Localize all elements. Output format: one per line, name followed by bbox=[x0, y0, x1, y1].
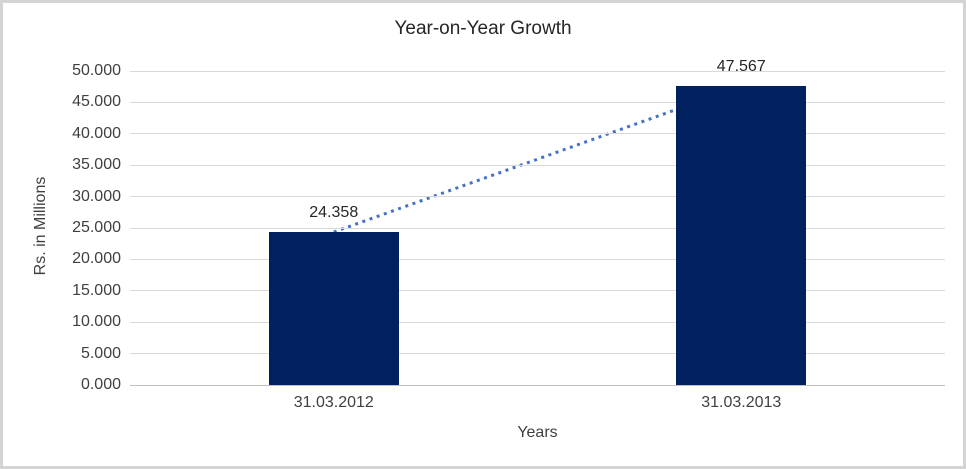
trendline bbox=[333, 84, 742, 234]
chart-title: Year-on-Year Growth bbox=[394, 18, 572, 39]
gridline bbox=[130, 101, 945, 103]
gridline bbox=[130, 353, 945, 355]
x-axis-line bbox=[130, 384, 945, 386]
y-tick-label: 35.000 bbox=[72, 156, 121, 174]
y-tick-label: 5.000 bbox=[80, 344, 121, 362]
bar-31.03.2013 bbox=[676, 86, 807, 385]
y-tick-label: 0.000 bbox=[80, 376, 121, 393]
x-axis-title: Years bbox=[517, 424, 558, 441]
y-tick-label: 20.000 bbox=[72, 250, 121, 268]
gridline bbox=[130, 290, 945, 292]
gridline bbox=[130, 258, 945, 260]
y-tick-label: 25.000 bbox=[72, 219, 121, 236]
y-tick-label: 50.000 bbox=[72, 62, 121, 79]
x-tick-label: 31.03.2013 bbox=[701, 394, 782, 411]
y-tick-label: 10.000 bbox=[72, 313, 121, 331]
y-tick-label: 40.000 bbox=[72, 124, 121, 142]
gridline bbox=[130, 133, 945, 135]
gridline bbox=[130, 321, 945, 323]
y-tick-label: 30.000 bbox=[72, 187, 121, 205]
plot-area: 24.358 47.567 bbox=[130, 58, 945, 386]
bar-value-label: 47.567 bbox=[716, 58, 766, 76]
y-tick-label: 15.000 bbox=[72, 281, 121, 299]
y-tick-label: 45.000 bbox=[72, 93, 121, 111]
x-tick-label: 31.03.2012 bbox=[293, 394, 374, 411]
bar-31.03.2012 bbox=[268, 232, 399, 385]
gridline bbox=[130, 227, 945, 229]
gridline bbox=[130, 196, 945, 198]
gridline bbox=[130, 70, 945, 72]
gridline bbox=[130, 164, 945, 166]
bar-value-label: 24.358 bbox=[309, 204, 359, 222]
